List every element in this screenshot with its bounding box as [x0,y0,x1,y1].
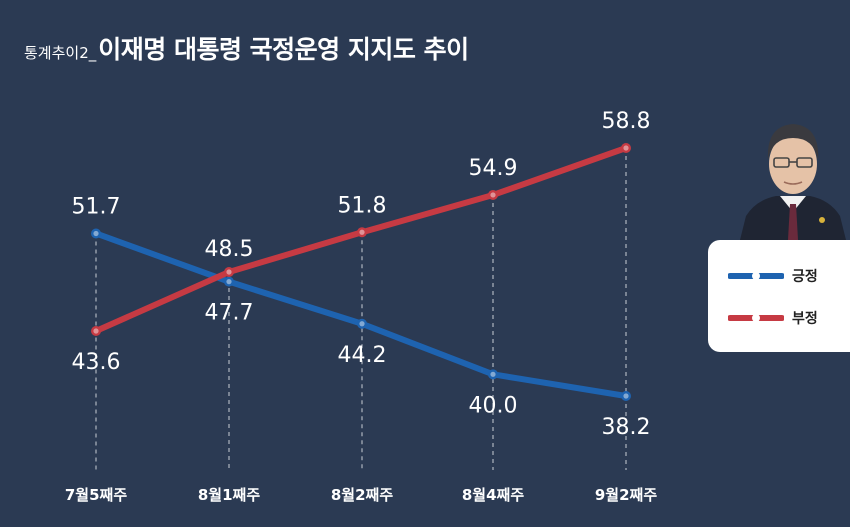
series-point-negative [488,189,498,200]
series-point-center [93,328,99,334]
series-point-center [623,393,629,399]
data-label-negative: 58.8 [602,109,651,134]
data-labels: 51.7 47.7 44.2 40.0 38.2 43.6 48.5 51.8 54.9 58.8 [72,109,651,440]
data-label-positive: 47.7 [205,301,254,326]
data-label-positive: 51.7 [72,194,121,219]
data-label-negative: 43.6 [72,350,121,375]
data-label-negative: 51.8 [338,193,387,218]
legend-label-negative: 부정 [792,311,818,327]
category-label: 8월4째주 [462,486,524,504]
title-main: 이재명 대통령 국정운영 지지도 추이 [98,35,469,64]
category-label: 8월2째주 [331,486,393,504]
series-point-center [226,269,232,275]
red-line-marker-icon [728,314,784,322]
series-point-positive [621,391,631,401]
series-line-positive [93,230,629,399]
series-point-center [490,371,496,377]
category-labels: 7월5째주 8월1째주 8월2째주 8월4째주 9월2째주 [65,486,657,504]
chart-title: 통계추이2_ 이재명 대통령 국정운영 지지도 추이 [24,30,469,66]
category-label: 9월2째주 [595,486,657,504]
series-point-positive [357,318,367,329]
data-label-positive: 38.2 [602,415,651,440]
category-label: 8월1째주 [198,486,260,504]
series-points [91,143,631,401]
gridlines [95,148,627,470]
data-label-positive: 44.2 [338,343,387,368]
series-point-center [359,229,365,235]
legend: 긍정 부정 [708,240,850,352]
series-point-positive [91,228,101,239]
series-point-center [623,145,629,151]
legend-item-positive: 긍정 [728,266,818,286]
series-line-negative [93,145,629,334]
series-point-center [359,321,365,327]
data-label-negative: 48.5 [205,237,254,262]
legend-label-positive: 긍정 [792,269,818,285]
category-label: 7월5째주 [65,486,127,504]
series-point-center [490,192,496,198]
series-point-center [226,279,232,285]
person-portrait-icon [740,124,846,240]
series-point-center [93,230,99,237]
data-label-positive: 40.0 [469,393,518,418]
series-point-negative [224,267,234,277]
data-label-negative: 54.9 [469,156,518,181]
series-point-negative [357,227,367,238]
series-point-positive [224,276,234,287]
series-point-negative [621,143,631,153]
series-point-negative [91,325,101,336]
title-prefix: 통계추이2_ [24,44,97,62]
blue-line-marker-icon [728,272,784,280]
legend-item-negative: 부정 [728,308,818,328]
series-point-positive [488,369,498,380]
